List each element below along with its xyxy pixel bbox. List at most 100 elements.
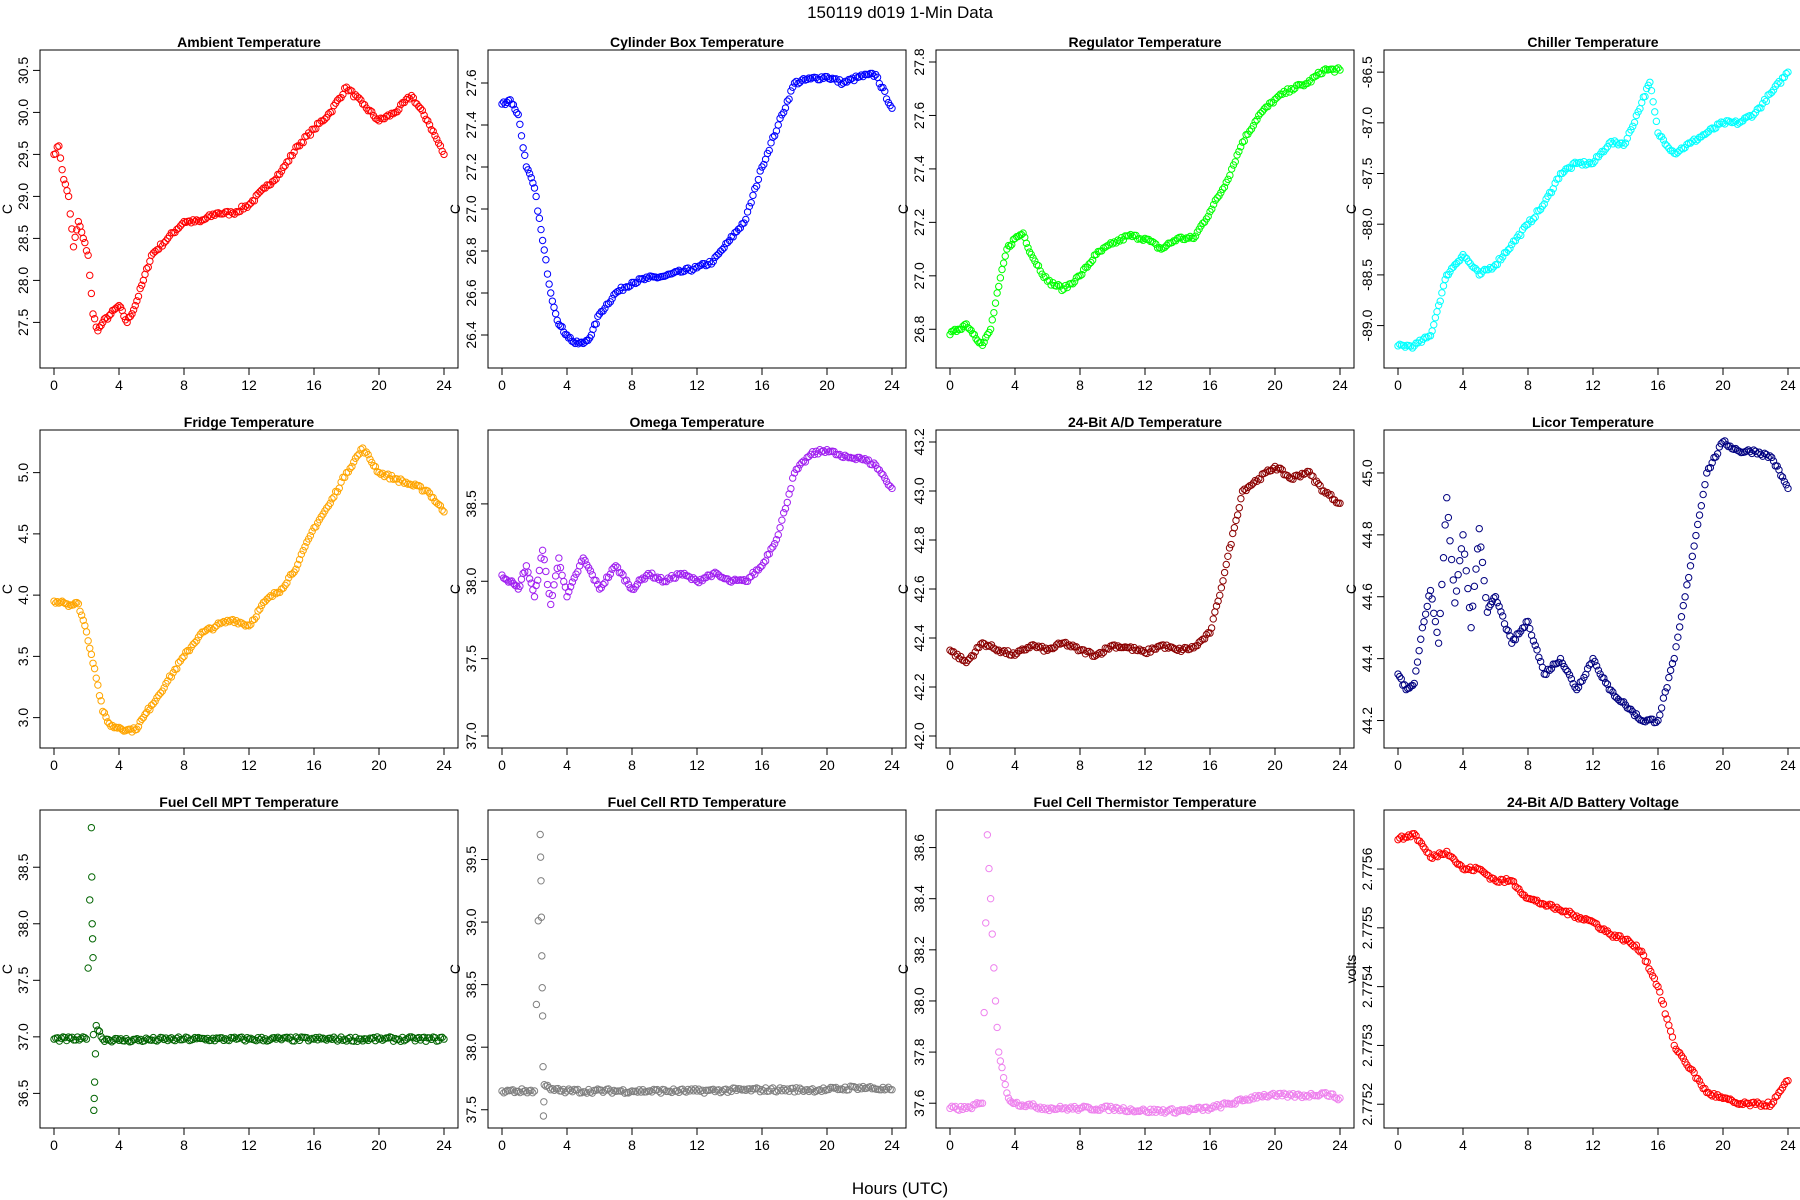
data-point (1701, 1084, 1709, 1093)
data-point (396, 1037, 405, 1045)
data-point (814, 450, 822, 458)
data-point (499, 98, 508, 106)
data-point (422, 115, 430, 124)
data-point (1217, 584, 1226, 592)
data-point (709, 1085, 717, 1094)
data-point (1670, 1041, 1678, 1050)
data-point (664, 574, 672, 582)
data-point (1535, 207, 1543, 215)
data-point (1478, 558, 1487, 567)
data-point (1332, 1094, 1341, 1102)
y-tick-label: 42.4 (911, 624, 927, 651)
data-point (678, 571, 687, 579)
data-point (787, 87, 795, 95)
y-tick-label: 3.0 (15, 708, 31, 728)
data-point (617, 569, 625, 577)
data-point (707, 260, 716, 268)
data-point (1238, 487, 1247, 495)
data-point (1108, 1104, 1117, 1113)
data-point (1491, 877, 1500, 885)
data-point (225, 617, 233, 626)
data-point (848, 74, 856, 82)
data-point (1182, 644, 1191, 652)
data-point (819, 447, 828, 455)
data-point (151, 247, 159, 256)
data-point (1717, 1093, 1725, 1101)
data-point (610, 563, 618, 572)
data-point (1629, 122, 1637, 131)
data-point (684, 1085, 692, 1094)
data-point (416, 482, 425, 491)
data-point (1452, 587, 1461, 595)
data-point (857, 1085, 866, 1093)
data-point (870, 459, 878, 467)
data-point (553, 316, 561, 325)
data-point (1569, 160, 1577, 168)
data-point (1056, 1102, 1064, 1111)
y-axis-label: C (1343, 204, 1359, 214)
data-point (729, 233, 737, 241)
data-point (1558, 169, 1567, 178)
data-point (1483, 608, 1492, 616)
data-point (203, 1034, 212, 1043)
data-point (779, 509, 788, 517)
data-point (532, 192, 540, 201)
data-point (431, 131, 439, 140)
data-point (1679, 145, 1687, 153)
data-point (498, 100, 506, 108)
data-point (1157, 245, 1165, 253)
data-point (1780, 73, 1789, 81)
data-point (1630, 118, 1639, 127)
data-point (294, 1034, 302, 1042)
data-point (740, 1085, 748, 1093)
data-point (1482, 593, 1490, 602)
y-tick-label: -86.5 (1359, 56, 1375, 88)
plot-frame (487, 49, 907, 369)
data-point (294, 560, 302, 569)
data-point (971, 1101, 979, 1109)
data-point (1571, 683, 1579, 691)
data-point (1484, 871, 1492, 880)
data-point (1244, 483, 1252, 492)
data-point (524, 166, 532, 174)
data-point (1034, 642, 1043, 650)
data-point (429, 493, 437, 502)
data-point (1081, 650, 1090, 658)
data-point (94, 1026, 102, 1034)
data-point (589, 325, 597, 334)
x-tick-label: 20 (819, 1137, 835, 1153)
data-point (68, 225, 76, 233)
data-point (205, 211, 213, 219)
data-point (103, 315, 112, 323)
data-point (404, 93, 412, 102)
data-point (705, 257, 714, 266)
data-point (1438, 580, 1446, 589)
data-point (660, 1086, 669, 1094)
x-tick-label: 8 (628, 1137, 636, 1153)
x-tick-label: 0 (50, 377, 58, 393)
data-point (888, 104, 896, 112)
data-point (540, 246, 548, 254)
data-point (1663, 142, 1671, 150)
data-point (1583, 160, 1592, 168)
data-point (639, 1086, 647, 1094)
y-tick-label: 43.0 (911, 477, 927, 504)
data-point (340, 473, 349, 482)
data-point (1641, 92, 1649, 101)
data-point (1061, 1104, 1070, 1112)
data-point (120, 1037, 129, 1045)
data-point (1184, 234, 1193, 242)
data-point (798, 458, 806, 467)
data-point (1713, 450, 1722, 458)
data-point (790, 469, 799, 477)
y-tick-label: 27.2 (463, 153, 479, 180)
data-point (1408, 681, 1417, 690)
data-point (1212, 602, 1221, 610)
data-point (234, 620, 242, 628)
data-point (73, 598, 81, 607)
data-point (691, 262, 699, 271)
data-point (986, 894, 995, 903)
data-point (86, 271, 94, 280)
data-point (99, 707, 107, 716)
data-point (563, 1087, 571, 1095)
